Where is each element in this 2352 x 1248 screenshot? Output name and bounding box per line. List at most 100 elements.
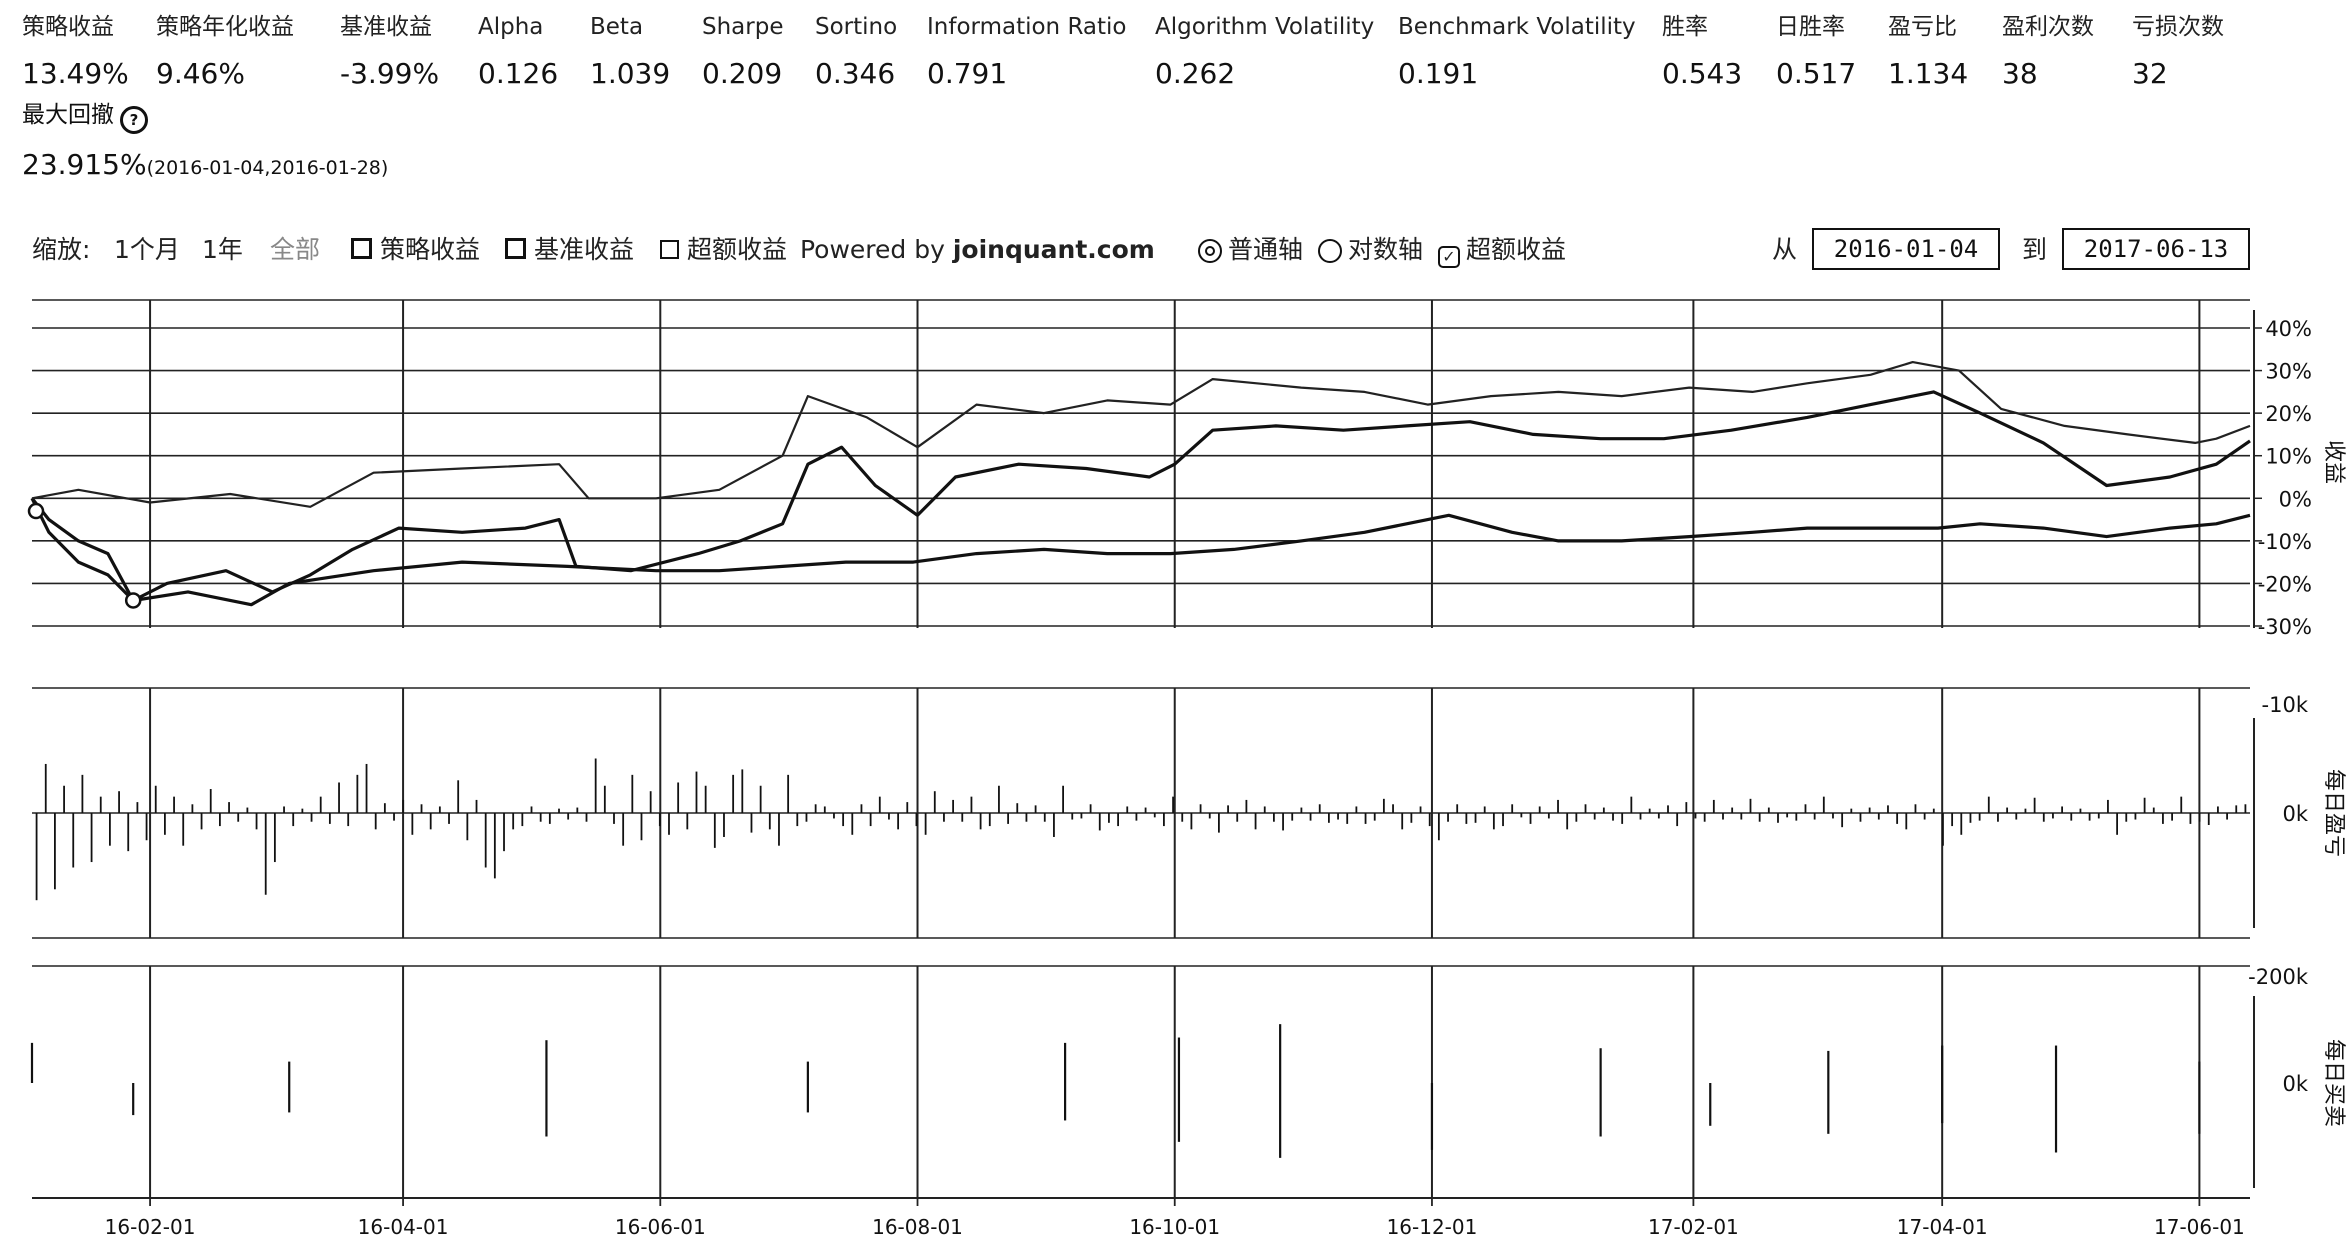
stat-label: Benchmark Volatility xyxy=(1398,14,1636,40)
checkbox-icon xyxy=(505,238,526,259)
toggle-benchmark-label: 基准收益 xyxy=(534,235,635,264)
radio-selected-icon xyxy=(1198,239,1222,263)
zoom-1m-button[interactable]: 1个月 xyxy=(114,235,180,264)
y-tick-label: 30% xyxy=(2265,360,2312,384)
stat-value: 9.46% xyxy=(156,57,245,90)
stat-label: 胜率 xyxy=(1662,14,1708,40)
radio-icon xyxy=(1318,239,1342,263)
pnl-y-tick-label: -10k xyxy=(2262,693,2309,717)
x-tick-label: 16-04-01 xyxy=(358,1215,449,1239)
question-circle-icon[interactable]: ? xyxy=(120,106,148,134)
y-tick-label: -20% xyxy=(2258,572,2312,596)
stat-label: 基准收益 xyxy=(340,14,432,40)
stat-9: Benchmark Volatility 0.191 xyxy=(1398,12,1636,92)
axis-log-radio[interactable]: 对数轴 xyxy=(1318,233,1423,267)
y-tick-label: 10% xyxy=(2265,445,2312,469)
toggle-strategy-return[interactable]: 策略收益 xyxy=(351,233,480,267)
stat-value: 13.49% xyxy=(22,57,129,90)
stat-value: 38 xyxy=(2002,57,2038,90)
drawdown-end-marker xyxy=(124,592,142,609)
toggle-excess-return[interactable]: 超额收益 xyxy=(660,233,787,267)
max-drawdown-percent: 23.915% xyxy=(22,148,147,181)
zoom-label: 缩放: xyxy=(32,235,91,264)
stat-14: 亏损次数 32 xyxy=(2132,12,2224,92)
drawdown-start-marker xyxy=(27,502,45,520)
stat-11: 日胜率 0.517 xyxy=(1776,12,1856,92)
zoom-1y-button[interactable]: 1年 xyxy=(202,235,243,264)
stat-label: 策略年化收益 xyxy=(156,14,294,40)
excess-return-checkbox[interactable]: ✓ 超额收益 xyxy=(1438,233,1566,268)
y-tick-label: 0% xyxy=(2279,487,2312,511)
x-tick-label: 16-10-01 xyxy=(1129,1215,1220,1239)
powered-by-text: Powered by xyxy=(800,235,945,264)
trade-axis-title: 每日买卖 xyxy=(2321,1039,2346,1127)
stat-value: 0.791 xyxy=(927,57,1008,90)
stat-label: 盈亏比 xyxy=(1888,14,1957,40)
stat-value: 0.262 xyxy=(1155,57,1236,90)
x-tick-label: 16-12-01 xyxy=(1387,1215,1478,1239)
stat-12: 盈亏比 1.134 xyxy=(1888,12,1968,92)
x-tick-label: 17-04-01 xyxy=(1897,1215,1988,1239)
stat-label: 亏损次数 xyxy=(2132,14,2224,40)
to-date-input[interactable]: 2017-06-13 xyxy=(2062,228,2250,270)
axis-log-label: 对数轴 xyxy=(1348,235,1424,264)
max-drawdown-value: 23.915%(2016-01-04,2016-01-28) xyxy=(22,148,388,181)
stat-5: Sharpe 0.209 xyxy=(702,12,783,92)
y-tick-label: 20% xyxy=(2265,402,2312,426)
stat-value: 0.126 xyxy=(478,57,559,90)
y-tick-label: 40% xyxy=(2265,317,2312,341)
stat-label: Beta xyxy=(590,14,644,40)
to-label: 到 xyxy=(2022,235,2048,264)
y-tick-label: -10% xyxy=(2258,530,2312,554)
stat-3: Alpha 0.126 xyxy=(478,12,558,92)
from-label: 从 xyxy=(1772,235,1798,264)
x-tick-label: 17-06-01 xyxy=(2154,1215,2245,1239)
powered-by: Powered by joinquant.com xyxy=(800,233,1155,267)
checkbox-icon xyxy=(351,238,372,259)
stat-value: 1.039 xyxy=(590,57,671,90)
brand-link[interactable]: joinquant.com xyxy=(952,235,1155,264)
zoom-all-button[interactable]: 全部 xyxy=(270,235,321,264)
stat-2: 基准收益 -3.99% xyxy=(340,12,439,92)
stat-label: Alpha xyxy=(478,14,544,40)
trade-y-tick-label: 0k xyxy=(2282,1072,2308,1096)
series-line-0 xyxy=(30,390,2251,603)
stat-label: 策略收益 xyxy=(22,14,114,40)
stat-1: 策略年化收益 9.46% xyxy=(156,12,294,92)
excess-checkbox-label: 超额收益 xyxy=(1466,235,1567,264)
from-date-input[interactable]: 2016-01-04 xyxy=(1812,228,2000,270)
toggle-benchmark-return[interactable]: 基准收益 xyxy=(505,233,634,267)
stat-value: 1.134 xyxy=(1888,57,1969,90)
stat-value: 32 xyxy=(2132,57,2168,90)
y-axis-title: 收益 xyxy=(2321,440,2346,484)
x-tick-label: 16-02-01 xyxy=(105,1215,196,1239)
max-drawdown-label-text: 最大回撤 xyxy=(22,102,114,128)
stat-value: 0.209 xyxy=(702,57,783,90)
axis-linear-label: 普通轴 xyxy=(1228,235,1304,264)
x-tick-label: 17-02-01 xyxy=(1648,1215,1739,1239)
stat-value: 0.191 xyxy=(1398,57,1479,90)
series-line-2 xyxy=(31,361,2251,508)
y-tick-label: -30% xyxy=(2258,615,2312,639)
stat-4: Beta 1.039 xyxy=(590,12,670,92)
max-drawdown-period: (2016-01-04,2016-01-28) xyxy=(146,157,389,179)
toggle-strategy-label: 策略收益 xyxy=(380,235,481,264)
stat-10: 胜率 0.543 xyxy=(1662,12,1742,92)
stat-13: 盈利次数 38 xyxy=(2002,12,2094,92)
stat-label: Algorithm Volatility xyxy=(1155,14,1375,40)
axis-linear-radio[interactable]: 普通轴 xyxy=(1198,233,1303,267)
checkbox-icon xyxy=(660,240,679,259)
stat-label: 盈利次数 xyxy=(2002,14,2094,40)
stat-label: Sharpe xyxy=(702,14,784,40)
stat-label: Information Ratio xyxy=(927,14,1127,40)
stat-value: 0.543 xyxy=(1662,57,1743,90)
trade-y-tick-label: -200k xyxy=(2248,965,2309,989)
stat-6: Sortino 0.346 xyxy=(815,12,897,92)
stat-value: -3.99% xyxy=(340,57,440,90)
stat-8: Algorithm Volatility 0.262 xyxy=(1155,12,1374,92)
pnl-y-tick-label: 0k xyxy=(2282,802,2308,826)
stat-label: Sortino xyxy=(815,14,898,40)
pnl-axis-title: 每日盈亏 xyxy=(2321,769,2346,857)
stat-label: 日胜率 xyxy=(1776,14,1845,40)
